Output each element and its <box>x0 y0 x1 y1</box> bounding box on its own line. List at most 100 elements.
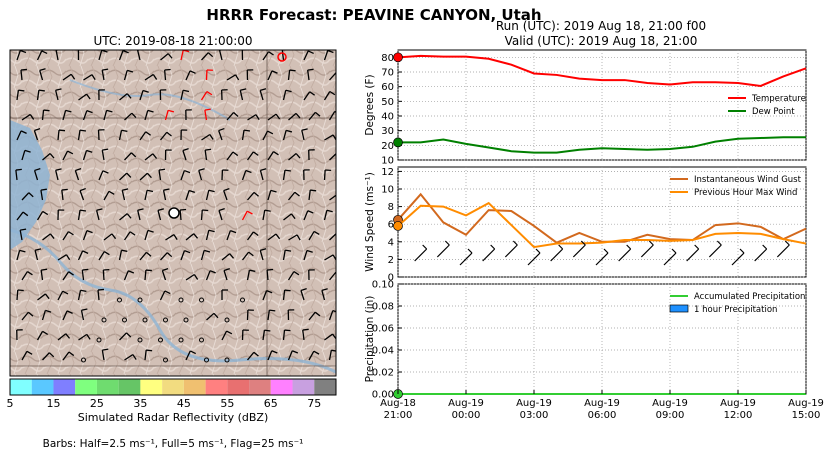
legend-label: Dew Point <box>752 107 795 117</box>
wind-barb-shaft <box>180 210 181 220</box>
wind-barb-feather <box>308 69 314 70</box>
series-start-marker <box>394 53 403 62</box>
colorbar-segment <box>271 379 293 395</box>
y-axis-label: Degrees (F) <box>364 74 376 135</box>
legend-label: Previous Hour Max Wind <box>694 188 797 198</box>
wind-barb-feather <box>165 70 171 71</box>
colorbar-segment <box>206 379 228 395</box>
y-tick-label: 10 <box>381 185 394 196</box>
colorbar-segment <box>97 379 119 395</box>
wind-barb-feather <box>98 289 104 290</box>
colorbar-tick-label: 65 <box>264 397 278 410</box>
y-tick-label: 20 <box>381 141 394 152</box>
y-tick-label: 2 <box>388 255 394 266</box>
wind-barb-feather <box>21 69 27 70</box>
colorbar-tick-label: 25 <box>90 397 104 410</box>
wind-barb-feather <box>80 130 86 131</box>
wind-barb-feather <box>337 153 341 157</box>
wind-barb-feather <box>290 70 296 71</box>
wind-barb-feather <box>284 330 290 331</box>
wind-barb-feather <box>16 169 22 170</box>
x-tick-label: 12:00 <box>724 410 753 421</box>
wind-barb-shaft <box>17 290 18 300</box>
wind-barb-shaft <box>267 270 268 280</box>
x-tick-label: Aug-19 <box>516 398 552 409</box>
x-tick-label: Aug-19 <box>448 398 484 409</box>
colorbar-tick-label: 35 <box>133 397 147 410</box>
y-tick-label: 40 <box>381 112 394 123</box>
wind-barb-feather <box>310 190 316 191</box>
y-tick-label: 70 <box>381 68 394 79</box>
wind-barb-feather <box>39 90 45 91</box>
y-tick-label: 4 <box>388 237 394 248</box>
colorbar-segment <box>53 379 75 395</box>
wind-barb-feather <box>264 330 270 331</box>
x-tick-label: Aug-19 <box>584 398 620 409</box>
x-tick-label: 06:00 <box>588 410 617 421</box>
wind-barb-shaft <box>165 70 166 80</box>
x-tick-label: Aug-19 <box>652 398 688 409</box>
wind-barb-feather <box>59 130 65 131</box>
wind-barb-feather <box>80 210 86 211</box>
colorbar-tick-label: 45 <box>177 397 191 410</box>
colorbar-segment <box>119 379 141 395</box>
colorbar-segment <box>75 379 97 395</box>
colorbar-segment <box>32 379 54 395</box>
figure-title: HRRR Forecast: PEAVINE CANYON, Utah <box>206 6 541 24</box>
colorbar-tick-label: 5 <box>7 397 14 410</box>
y-tick-label: 12 <box>381 167 394 178</box>
colorbar-segment <box>10 379 32 395</box>
series-start-marker <box>394 138 403 147</box>
y-tick-label: 50 <box>381 97 394 108</box>
valid-label: Valid (UTC): 2019 Aug 18, 21:00 <box>505 34 698 48</box>
wind-barb-feather <box>336 73 340 77</box>
y-tick-label: 10 <box>381 156 394 167</box>
wind-barb-feather <box>336 272 341 276</box>
wind-barb-feather <box>205 149 211 150</box>
wind-barb-feather <box>146 270 152 271</box>
x-tick-label: 00:00 <box>452 410 481 421</box>
run-label: Run (UTC): 2019 Aug 18, 21:00 f00 <box>496 19 706 33</box>
legend-label: Temperature <box>751 94 806 104</box>
station-marker <box>169 208 179 218</box>
map-time-label: UTC: 2019-08-18 21:00:00 <box>93 34 252 48</box>
colorbar-segment <box>249 379 271 395</box>
x-tick-label: 09:00 <box>656 410 685 421</box>
colorbar-tick-label: 15 <box>46 397 60 410</box>
wind-barb-feather <box>338 194 341 199</box>
colorbar-segment <box>184 379 206 395</box>
x-tick-label: 15:00 <box>792 410 821 421</box>
colorbar-segment <box>140 379 162 395</box>
y-tick-label: 6 <box>388 220 394 231</box>
wind-barb-feather <box>267 269 273 270</box>
legend-label: Accumulated Precipitation <box>694 292 805 302</box>
x-tick-label: 03:00 <box>520 410 549 421</box>
wind-barb-feather <box>180 210 186 211</box>
barbs-note: Barbs: Half=2.5 ms⁻¹, Full=5 ms⁻¹, Flag=… <box>43 438 304 450</box>
reflectivity-map <box>10 49 341 376</box>
x-tick-label: 21:00 <box>384 410 413 421</box>
wind-barb-feather <box>44 110 50 111</box>
legend-label: 1 hour Precipitation <box>694 305 777 315</box>
legend-label: Instantaneous Wind Gust <box>694 175 802 185</box>
wind-barb-feather <box>269 310 275 311</box>
wind-barb-shaft <box>145 270 146 280</box>
wind-barb-feather <box>159 169 165 170</box>
colorbar-label: Simulated Radar Reflectivity (dBZ) <box>78 411 269 424</box>
wind-barb-feather <box>18 90 24 91</box>
wind-barb-shaft <box>325 170 326 180</box>
wind-barb-feather <box>62 189 68 190</box>
wind-barb-shaft <box>202 210 203 220</box>
y-tick-label: 80 <box>381 53 394 64</box>
colorbar-segment <box>314 379 336 395</box>
y-tick-label: 8 <box>388 202 394 213</box>
colorbar-segment <box>293 379 315 395</box>
colorbar-segment <box>227 379 249 395</box>
colorbar-tick-label: 55 <box>220 397 234 410</box>
wind-barb-feather <box>303 329 309 330</box>
wind-barb-feather <box>82 269 88 270</box>
